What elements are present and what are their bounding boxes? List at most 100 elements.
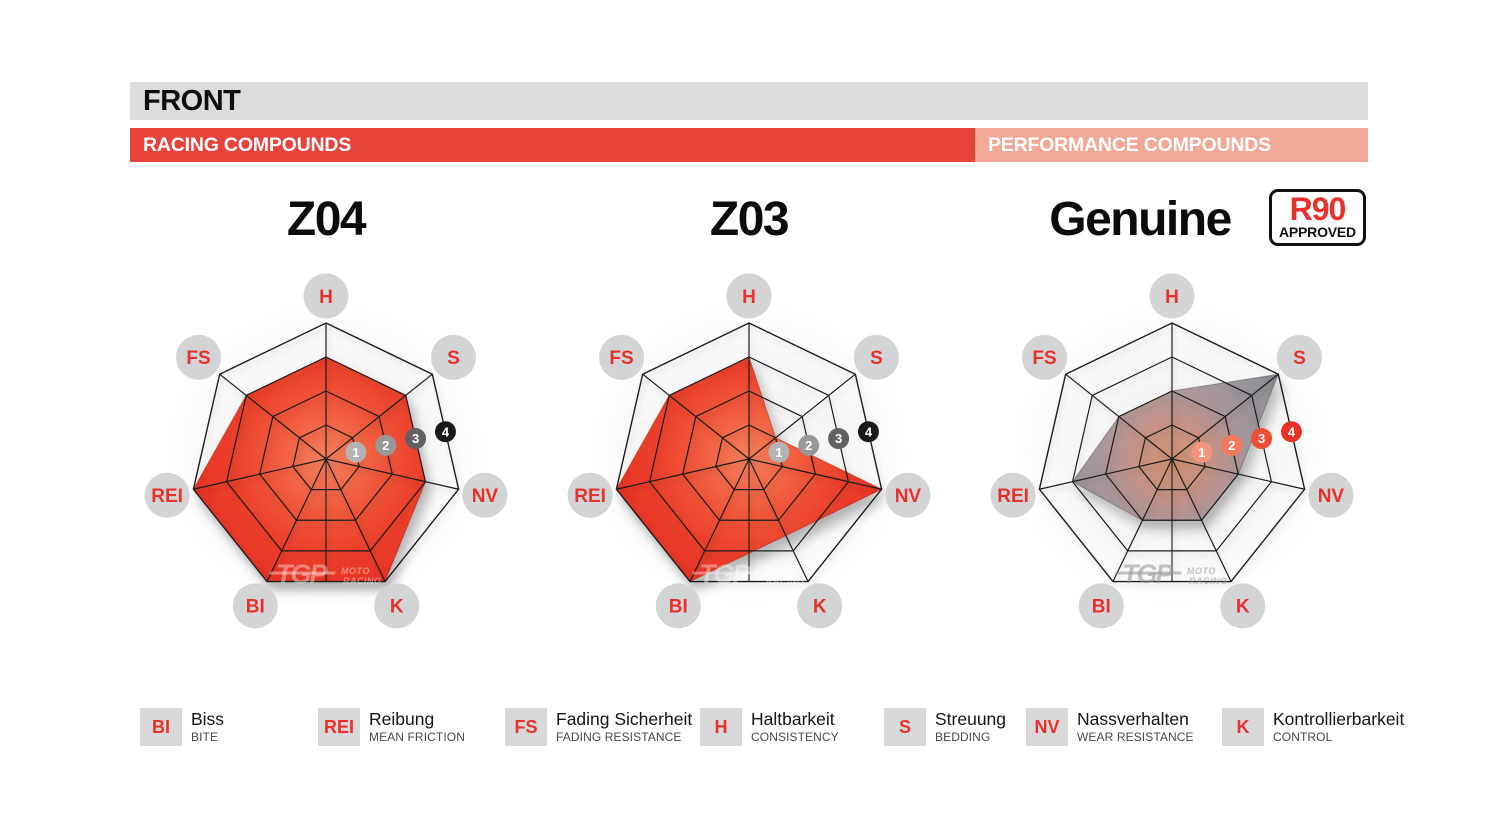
page-title: FRONT bbox=[143, 85, 241, 117]
level-badge-2 bbox=[375, 434, 397, 456]
axis-label-rei: REI bbox=[151, 486, 183, 507]
axis-label-nv: NV bbox=[1318, 486, 1345, 507]
legend-abbr-s: S bbox=[884, 708, 926, 746]
axis-circle-s bbox=[430, 334, 476, 380]
axis-label-h: H bbox=[1165, 287, 1179, 308]
radar-spoke-s bbox=[748, 373, 856, 460]
legend-item-bi: BI Biss BITE bbox=[140, 708, 224, 746]
radar-grid bbox=[1038, 322, 1306, 583]
axis-circle-rei bbox=[144, 472, 190, 518]
radar-chart-z04: TGP MOTO RACING 1 2 3 4 H S NV K BI REI FS bbox=[106, 239, 546, 679]
radar-spoke-fs bbox=[642, 373, 750, 460]
radar-spoke-s bbox=[1171, 373, 1279, 460]
level-badge-1 bbox=[768, 441, 790, 463]
legend-caption-k: CONTROL bbox=[1273, 730, 1333, 745]
level-badge-2-number: 2 bbox=[1228, 438, 1235, 453]
chart-title-z03: Z03 bbox=[709, 193, 790, 246]
axis-label-rei: REI bbox=[574, 486, 606, 507]
axis-circle-k bbox=[797, 583, 843, 629]
legend-item-fs: FS Fading Sicherheit FADING RESISTANCE bbox=[505, 708, 692, 746]
axis-label-k: K bbox=[813, 597, 827, 618]
level-badge-1 bbox=[345, 441, 367, 463]
legend-caption-h: CONSISTENCY bbox=[751, 730, 839, 745]
axis-circle-k bbox=[374, 583, 420, 629]
axis-circle-bi bbox=[1078, 583, 1124, 629]
level-badge-3 bbox=[1251, 428, 1273, 450]
radar-spoke-nv bbox=[748, 458, 882, 490]
axis-label-fs: FS bbox=[609, 348, 633, 369]
radar-spoke-fs bbox=[219, 373, 327, 460]
legend-abbr-fs: FS bbox=[505, 708, 547, 746]
legend-name-nv: Nassverhalten bbox=[1077, 709, 1189, 729]
watermark-strike-line bbox=[268, 571, 336, 575]
axis-label-s: S bbox=[1293, 348, 1306, 369]
axis-label-bi: BI bbox=[1092, 597, 1111, 618]
radar-spoke-bi bbox=[266, 458, 327, 582]
scale-marker-badges: 1 2 3 4 bbox=[1191, 421, 1302, 463]
level-badge-4 bbox=[857, 421, 879, 443]
performance-compounds-label: PERFORMANCE COMPOUNDS bbox=[988, 134, 1271, 156]
legend-name-rei: Reibung bbox=[369, 709, 435, 729]
radar-fill-genuine bbox=[1071, 373, 1280, 521]
level-badge-4-number: 4 bbox=[1288, 424, 1296, 439]
legend-abbr-bi: BI bbox=[140, 708, 182, 746]
radar-spoke-rei bbox=[616, 458, 750, 490]
axis-label-h: H bbox=[742, 287, 756, 308]
level-badge-4-number: 4 bbox=[442, 424, 450, 439]
radar-spoke-s bbox=[325, 373, 433, 460]
axis-circle-h bbox=[1149, 273, 1195, 319]
axis-circle-bi bbox=[655, 583, 701, 629]
axis-label-h: H bbox=[319, 287, 333, 308]
radar-spoke-rei bbox=[193, 458, 327, 490]
axis-circle-nv bbox=[885, 472, 931, 518]
radar-grid bbox=[615, 322, 883, 583]
legend-abbr-rei: REI bbox=[318, 708, 360, 746]
radar-chart-genuine: TGP MOTO RACING 1 2 3 4 H S NV K BI REI FS bbox=[952, 239, 1392, 679]
legend-abbr-h: H bbox=[700, 708, 742, 746]
watermark-tgp-text: TGP bbox=[276, 559, 328, 589]
level-badge-1-number: 1 bbox=[1198, 445, 1205, 460]
axis-labels: H S NV K BI REI FS bbox=[144, 273, 508, 629]
legend-item-k: K Kontrollierbarkeit CONTROL bbox=[1222, 708, 1404, 746]
compound-category-bar: RACING COMPOUNDS PERFORMANCE COMPOUNDS bbox=[130, 128, 1368, 162]
radar-spoke-bi bbox=[1112, 458, 1173, 582]
radar-spoke-k bbox=[325, 458, 386, 582]
scale-marker-badges: 1 2 3 4 bbox=[768, 421, 879, 463]
axis-circle-k bbox=[1220, 583, 1266, 629]
racing-compounds-label: RACING COMPOUNDS bbox=[143, 134, 352, 156]
level-badge-1-number: 1 bbox=[775, 445, 782, 460]
axis-circle-rei bbox=[567, 472, 613, 518]
axis-labels: H S NV K BI REI FS bbox=[567, 273, 931, 629]
axis-label-s: S bbox=[870, 348, 883, 369]
legend-name-k: Kontrollierbarkeit bbox=[1273, 709, 1405, 729]
axis-circle-fs bbox=[176, 334, 222, 380]
legend-caption-bi: BITE bbox=[191, 730, 219, 745]
legend-name-h: Haltbarkeit bbox=[751, 709, 835, 729]
radar-ring-4 bbox=[615, 322, 883, 583]
watermark-tgp-text: TGP bbox=[699, 559, 751, 589]
radar-spoke-bi bbox=[689, 458, 750, 582]
watermark-racing-text: RACING bbox=[343, 576, 382, 586]
axis-label-bi: BI bbox=[669, 597, 688, 618]
level-badge-2-number: 2 bbox=[382, 438, 389, 453]
axis-circle-nv bbox=[462, 472, 508, 518]
legend-name-s: Streuung bbox=[935, 709, 1007, 729]
axis-label-fs: FS bbox=[1032, 348, 1056, 369]
racing-compounds-bar: RACING COMPOUNDS bbox=[130, 128, 975, 162]
axis-circle-s bbox=[853, 334, 899, 380]
radar-ring-4 bbox=[1038, 322, 1306, 583]
axis-label-rei: REI bbox=[997, 486, 1029, 507]
level-badge-4-number: 4 bbox=[865, 424, 873, 439]
watermark-moto-text: MOTO bbox=[1187, 566, 1216, 576]
legend-caption-s: BEDDING bbox=[935, 730, 991, 745]
r90-approved-badge: R90 APPROVED bbox=[1269, 189, 1366, 246]
radar-grid bbox=[192, 322, 460, 583]
legend-name-bi: Biss bbox=[191, 709, 225, 729]
axis-label-k: K bbox=[1236, 597, 1250, 618]
radar-spoke-fs bbox=[1065, 373, 1173, 460]
radar-spoke-rei bbox=[1039, 458, 1173, 490]
legend-name-fs: Fading Sicherheit bbox=[556, 709, 693, 729]
